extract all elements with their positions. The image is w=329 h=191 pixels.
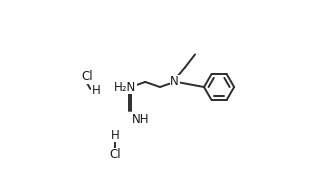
Text: N: N: [170, 75, 179, 88]
Text: NH: NH: [132, 112, 149, 125]
Text: Cl: Cl: [109, 148, 121, 161]
Text: Cl: Cl: [81, 70, 93, 83]
Text: H₂N: H₂N: [114, 81, 136, 94]
Text: H: H: [91, 84, 100, 97]
Text: H: H: [111, 129, 119, 142]
